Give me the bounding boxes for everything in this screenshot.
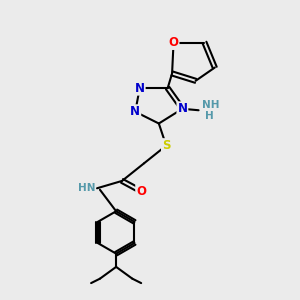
Text: H: H <box>205 111 214 121</box>
Text: S: S <box>162 139 170 152</box>
Text: HN: HN <box>78 183 95 193</box>
Text: N: N <box>130 105 140 118</box>
Text: O: O <box>169 36 178 49</box>
Text: N: N <box>135 82 145 95</box>
Text: N: N <box>177 102 188 115</box>
Text: NH: NH <box>202 100 219 110</box>
Text: O: O <box>136 185 146 198</box>
